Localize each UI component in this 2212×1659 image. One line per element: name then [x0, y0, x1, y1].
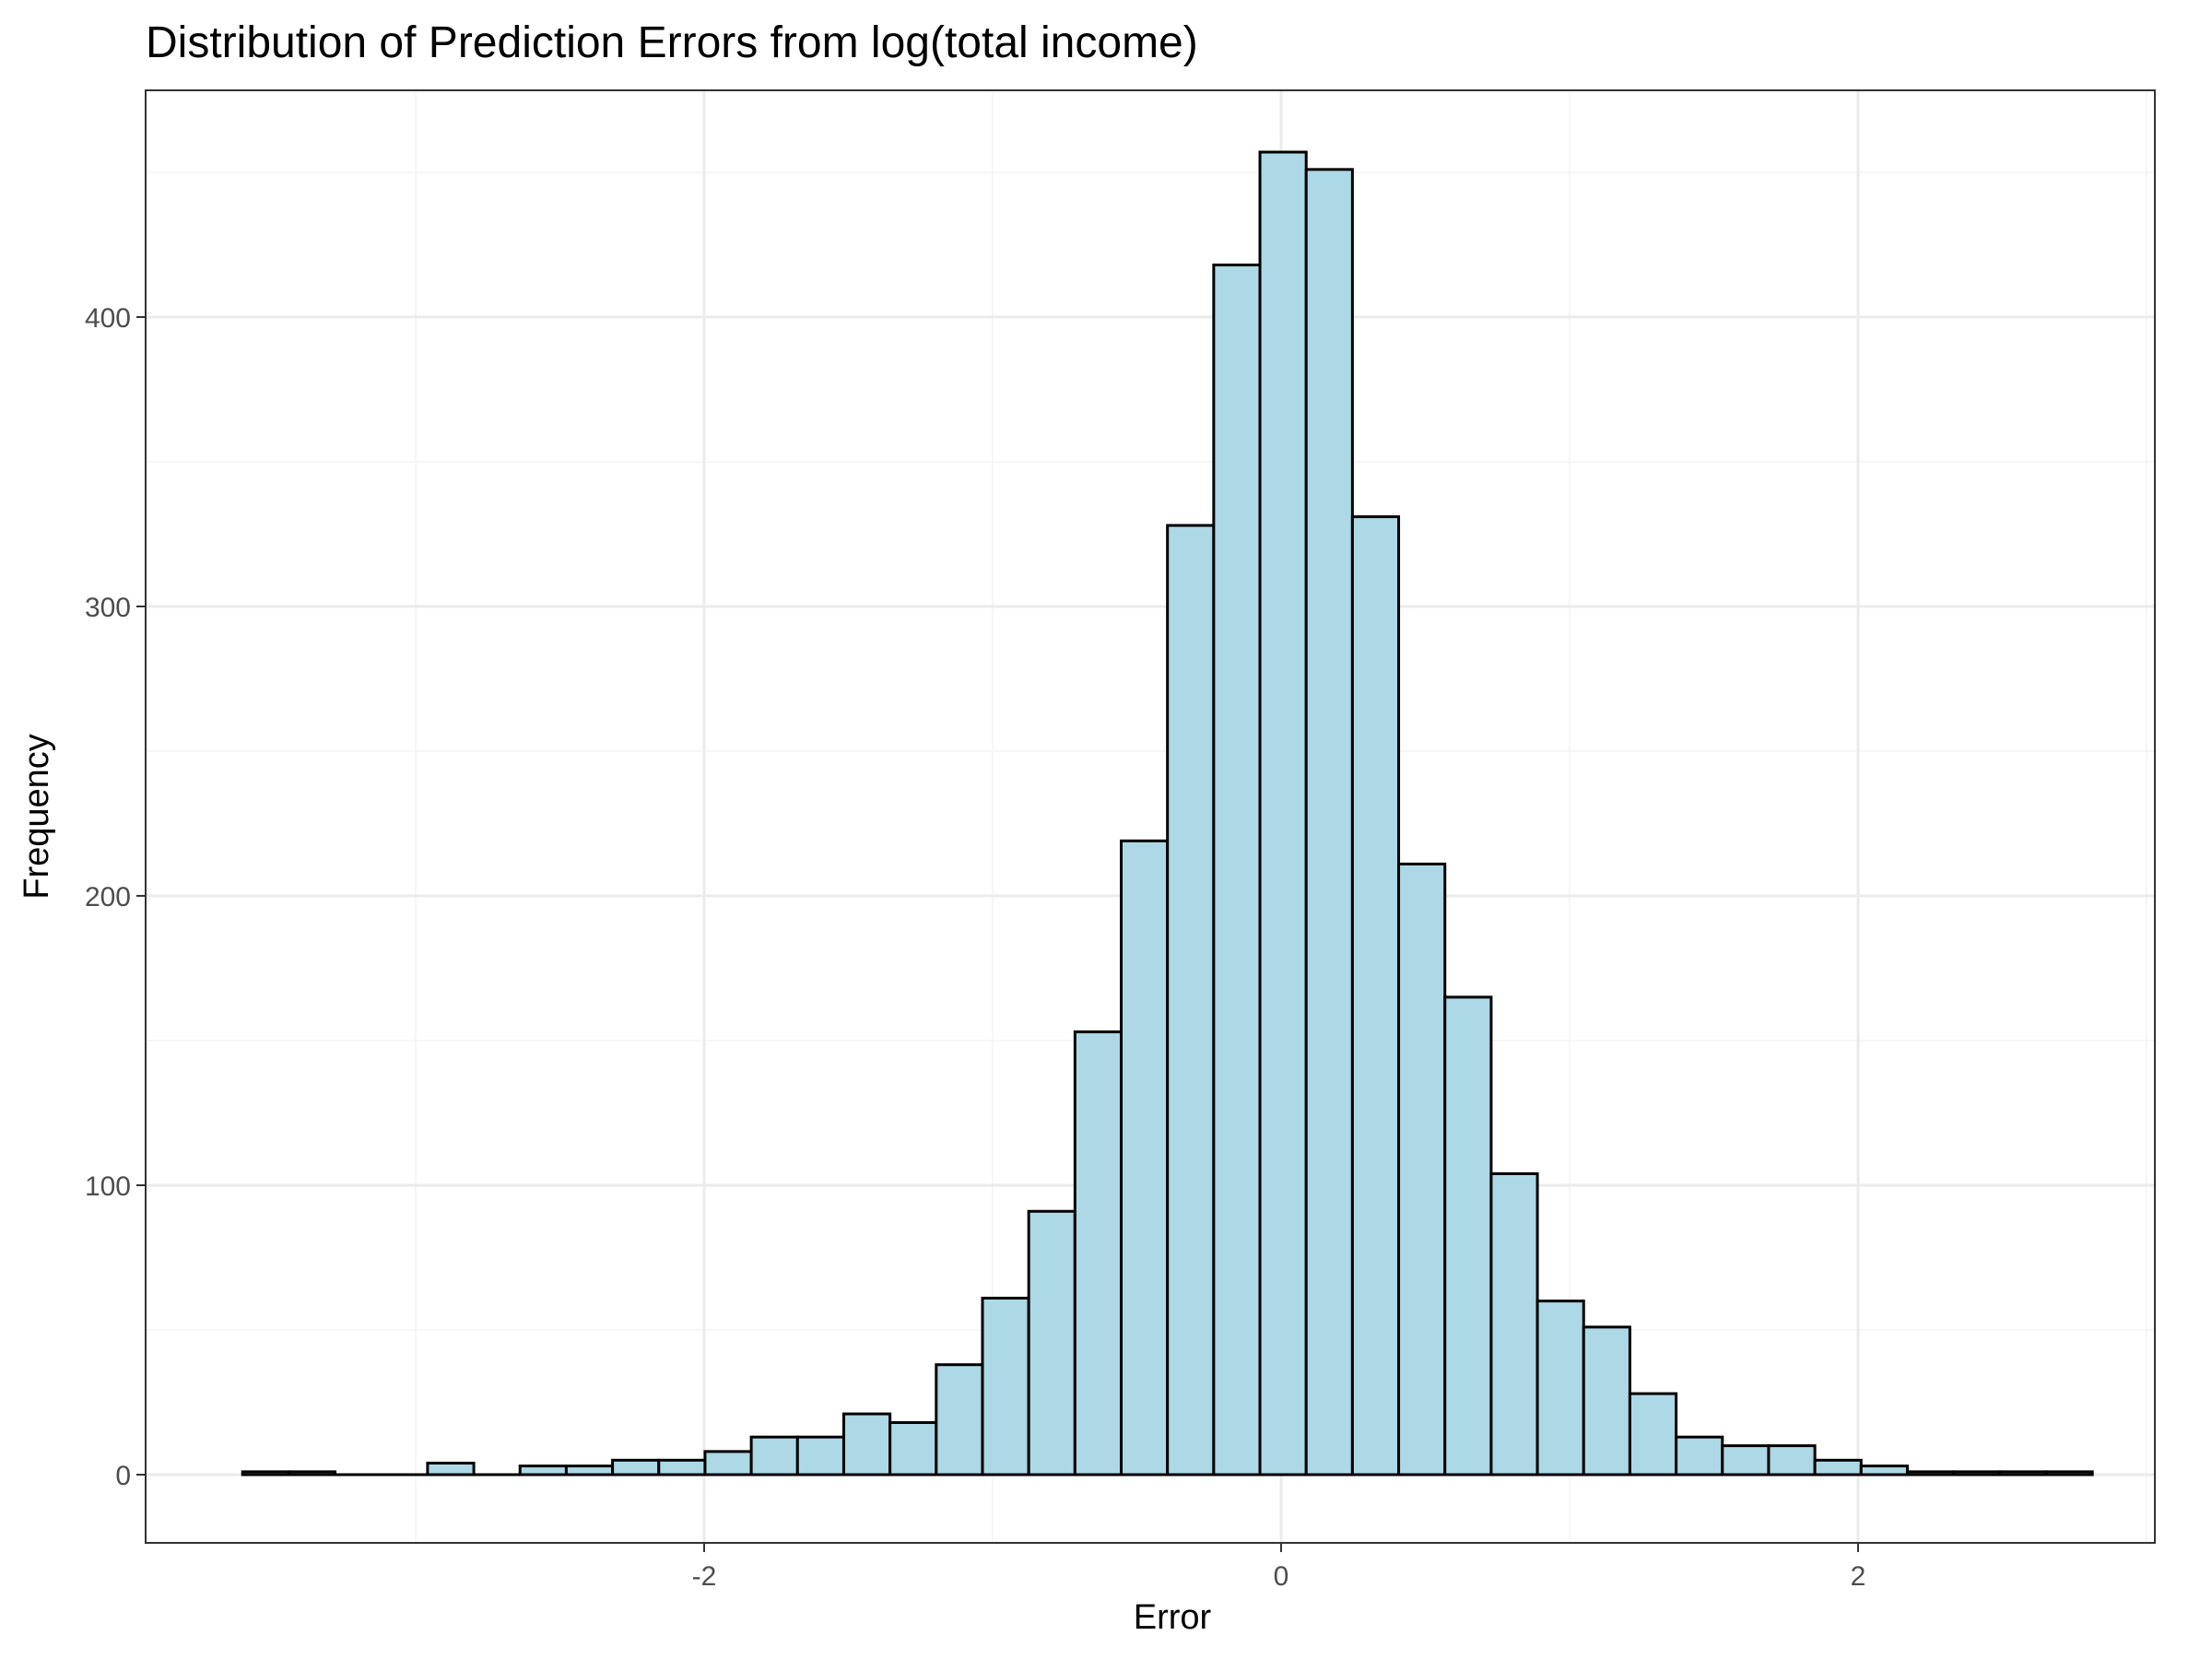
- histogram-bar: [1489, 1171, 1539, 1477]
- histogram-bar: [2044, 1470, 2094, 1477]
- x-axis-ticks: -2 0 2: [692, 1543, 1866, 1592]
- histogram-bar: [888, 1420, 938, 1477]
- histogram-bar: [1535, 1300, 1585, 1477]
- histogram-bar: [1582, 1325, 1631, 1477]
- x-axis-title: Error: [1134, 1598, 1212, 1637]
- y-tick-label: 400: [85, 303, 131, 334]
- histogram-bar: [1813, 1458, 1863, 1477]
- histogram-bar: [1767, 1444, 1817, 1477]
- x-tick-label: -2: [692, 1561, 717, 1592]
- histogram-bar: [1027, 1209, 1077, 1477]
- histogram-bar: [287, 1470, 337, 1477]
- histogram-bar: [1304, 168, 1354, 1477]
- histogram-bar: [1721, 1444, 1771, 1477]
- y-axis-title: Frequency: [18, 734, 56, 900]
- histogram-bar: [1258, 150, 1308, 1477]
- histogram-bar: [1212, 263, 1262, 1477]
- histogram-bar: [1675, 1435, 1724, 1477]
- histogram-bar: [564, 1465, 615, 1477]
- histogram-bar: [241, 1470, 290, 1477]
- histogram-bar: [1073, 1030, 1124, 1477]
- histogram-bars: [241, 150, 2094, 1477]
- histogram-bar: [1166, 524, 1216, 1477]
- y-tick-label: 300: [85, 593, 131, 623]
- histogram-bar: [1397, 862, 1447, 1477]
- histogram-bar: [703, 1450, 753, 1477]
- histogram-bar: [841, 1412, 892, 1477]
- histogram-bar: [426, 1461, 476, 1477]
- y-tick-label: 0: [115, 1461, 131, 1491]
- x-tick-label: 2: [1851, 1561, 1866, 1592]
- histogram-bar: [981, 1296, 1030, 1477]
- panel-border: [145, 89, 2156, 1544]
- y-axis-ticks: 0 100 200 300 400: [85, 303, 146, 1491]
- histogram-bar: [1905, 1470, 1956, 1477]
- histogram-bar: [657, 1458, 707, 1477]
- histogram-bar: [1859, 1465, 1909, 1477]
- chart-title: Distribution of Prediction Errors from l…: [146, 18, 1198, 67]
- histogram-bar: [1350, 515, 1401, 1477]
- histogram-bar: [749, 1435, 799, 1477]
- histogram-bar: [1628, 1392, 1678, 1477]
- histogram-bar: [611, 1458, 661, 1477]
- histogram-bar: [1952, 1470, 2002, 1477]
- histogram-bar: [1120, 839, 1170, 1477]
- histogram-bar: [1998, 1470, 2048, 1477]
- histogram-bar: [935, 1363, 984, 1477]
- histogram-bar: [518, 1465, 568, 1477]
- histogram-bar: [795, 1435, 845, 1477]
- y-tick-label: 200: [85, 882, 131, 912]
- x-tick-label: 0: [1274, 1561, 1289, 1592]
- y-tick-label: 100: [85, 1171, 131, 1202]
- histogram-bar: [1443, 995, 1493, 1477]
